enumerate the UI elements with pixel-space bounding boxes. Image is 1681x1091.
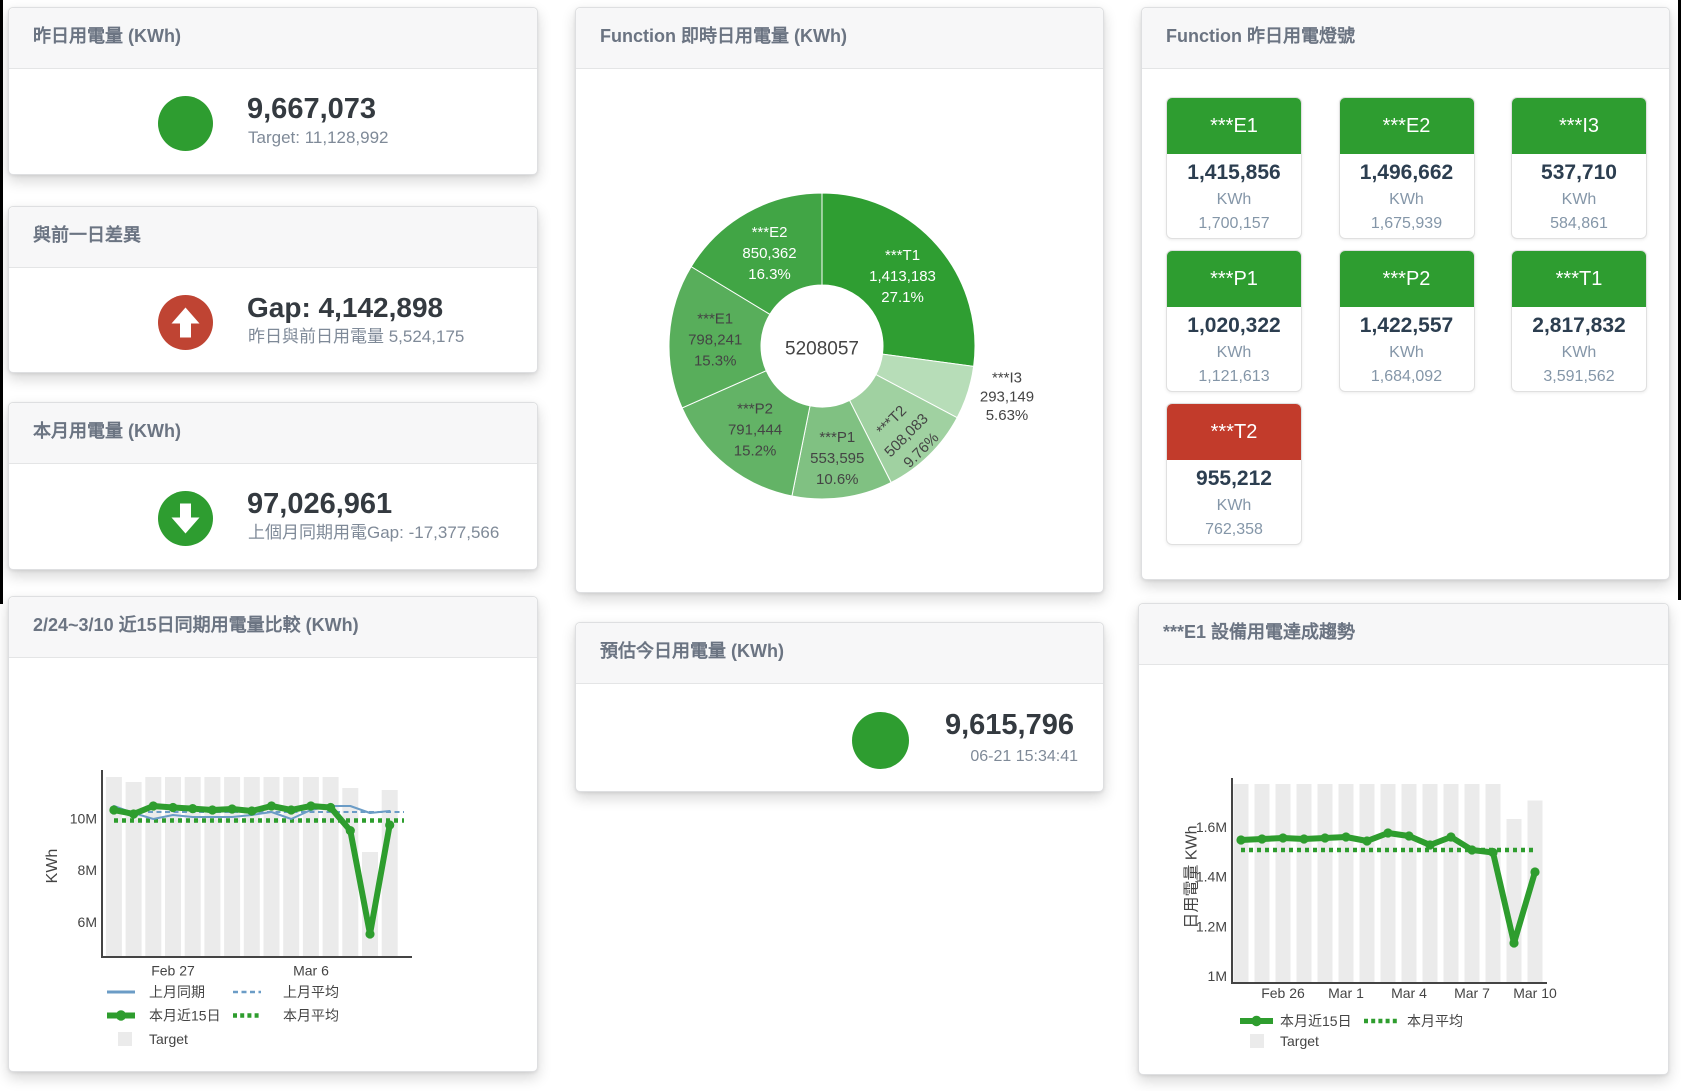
svg-text:15.2%: 15.2%: [734, 443, 777, 460]
svg-text:Feb 26: Feb 26: [1261, 985, 1305, 1001]
svg-text:1M: 1M: [1208, 968, 1227, 984]
svg-text:Mar 1: Mar 1: [1328, 985, 1364, 1001]
svg-text:***P1: ***P1: [819, 429, 855, 446]
svg-text:上月平均: 上月平均: [283, 984, 339, 1000]
svg-text:***E1: ***E1: [697, 310, 733, 327]
svg-text:本月近15日: 本月近15日: [1280, 1013, 1352, 1029]
svg-text:***I3: ***I3: [992, 369, 1022, 386]
svg-text:KWh: KWh: [44, 849, 61, 884]
svg-text:16.3%: 16.3%: [748, 266, 791, 283]
svg-text:日用電量 KWh: 日用電量 KWh: [1184, 825, 1201, 928]
svg-text:10M: 10M: [70, 810, 97, 826]
svg-text:1.2M: 1.2M: [1196, 918, 1227, 934]
svg-text:***P2: ***P2: [737, 401, 773, 418]
svg-text:8M: 8M: [78, 862, 97, 878]
svg-text:6M: 6M: [78, 914, 97, 930]
svg-text:27.1%: 27.1%: [881, 289, 924, 306]
svg-text:***E2: ***E2: [752, 224, 788, 241]
svg-text:Mar 4: Mar 4: [1391, 985, 1427, 1001]
svg-text:5208057: 5208057: [785, 339, 859, 360]
svg-text:Mar 10: Mar 10: [1513, 985, 1557, 1001]
svg-text:本月平均: 本月平均: [283, 1007, 339, 1023]
svg-text:***T1: ***T1: [885, 247, 920, 264]
svg-text:Feb 27: Feb 27: [151, 962, 195, 978]
svg-text:Mar 7: Mar 7: [1454, 985, 1490, 1001]
svg-text:Target: Target: [1280, 1033, 1319, 1049]
svg-text:293,149: 293,149: [980, 388, 1034, 405]
svg-text:15.3%: 15.3%: [694, 352, 737, 369]
svg-text:10.6%: 10.6%: [816, 471, 859, 488]
svg-text:上月同期: 上月同期: [149, 984, 205, 1000]
svg-text:791,444: 791,444: [728, 422, 782, 439]
svg-text:850,362: 850,362: [742, 245, 796, 262]
svg-text:1,413,183: 1,413,183: [869, 268, 936, 285]
svg-text:Target: Target: [149, 1031, 188, 1047]
svg-text:Mar 6: Mar 6: [293, 962, 329, 978]
svg-text:1.4M: 1.4M: [1196, 869, 1227, 885]
svg-text:553,595: 553,595: [810, 450, 864, 467]
svg-text:5.63%: 5.63%: [986, 407, 1029, 424]
svg-text:798,241: 798,241: [688, 331, 742, 348]
svg-text:本月近15日: 本月近15日: [149, 1007, 221, 1023]
svg-text:1.6M: 1.6M: [1196, 819, 1227, 835]
svg-text:本月平均: 本月平均: [1407, 1013, 1463, 1029]
